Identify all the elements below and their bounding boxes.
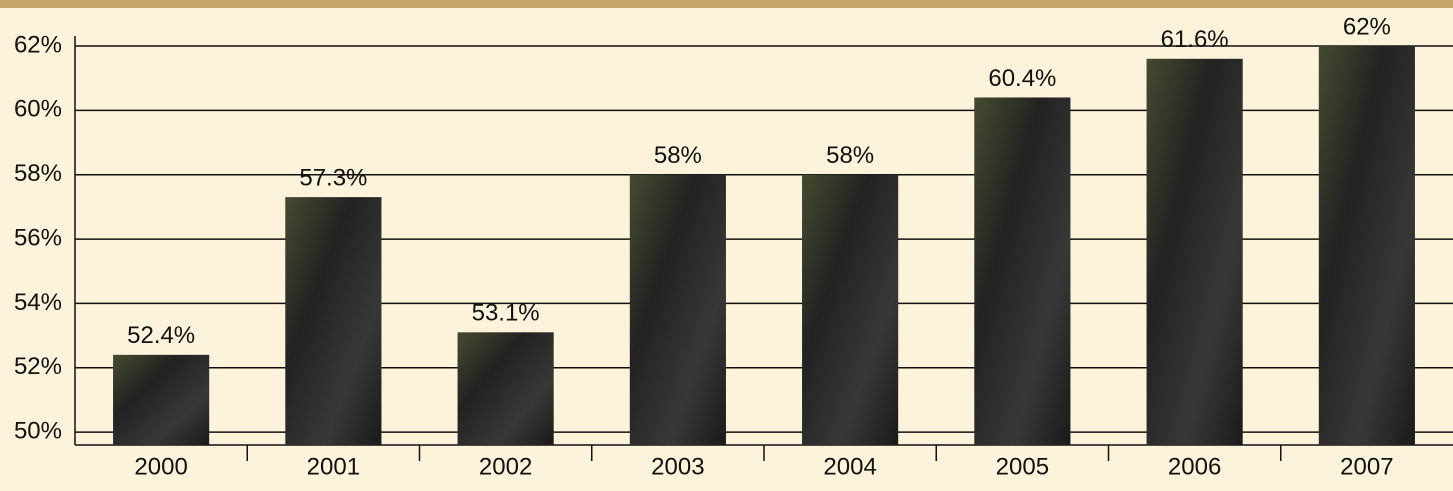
value-label: 61.6%	[1161, 26, 1229, 53]
y-tick-label: 60%	[14, 96, 62, 123]
y-tick-label: 52%	[14, 353, 62, 380]
value-label: 52.4%	[127, 322, 195, 349]
value-label: 53.1%	[472, 300, 540, 327]
value-label: 57.3%	[299, 165, 367, 192]
bar-texture	[1319, 46, 1415, 445]
x-tick-label: 2003	[651, 453, 704, 480]
x-tick-label: 2002	[479, 453, 532, 480]
x-tick-label: 2005	[996, 453, 1049, 480]
x-tick-label: 2006	[1168, 453, 1221, 480]
y-tick-label: 54%	[14, 289, 62, 316]
bar-texture	[458, 332, 554, 445]
top-band	[0, 0, 1453, 8]
value-label: 58%	[826, 142, 874, 169]
x-tick-label: 2004	[823, 453, 876, 480]
x-tick-label: 2000	[134, 453, 187, 480]
bar-texture	[802, 175, 898, 445]
chart: 50% 52% 54% 56% 58% 60% 62% 2000 52.4% 2001 57.3% 2…	[0, 0, 1453, 491]
value-label: 62%	[1343, 13, 1391, 40]
y-tick-label: 58%	[14, 160, 62, 187]
bar-texture	[113, 355, 209, 445]
y-tick-label: 50%	[14, 417, 62, 444]
value-label: 58%	[654, 142, 702, 169]
x-tick-label: 2007	[1340, 453, 1393, 480]
y-tick-label: 56%	[14, 224, 62, 251]
bar-texture	[974, 97, 1070, 445]
x-tick-label: 2001	[307, 453, 360, 480]
bar-texture	[630, 175, 726, 445]
bar-texture	[1147, 59, 1243, 445]
bar-texture	[285, 197, 381, 445]
y-tick-label: 62%	[14, 31, 62, 58]
value-label: 60.4%	[988, 65, 1056, 92]
